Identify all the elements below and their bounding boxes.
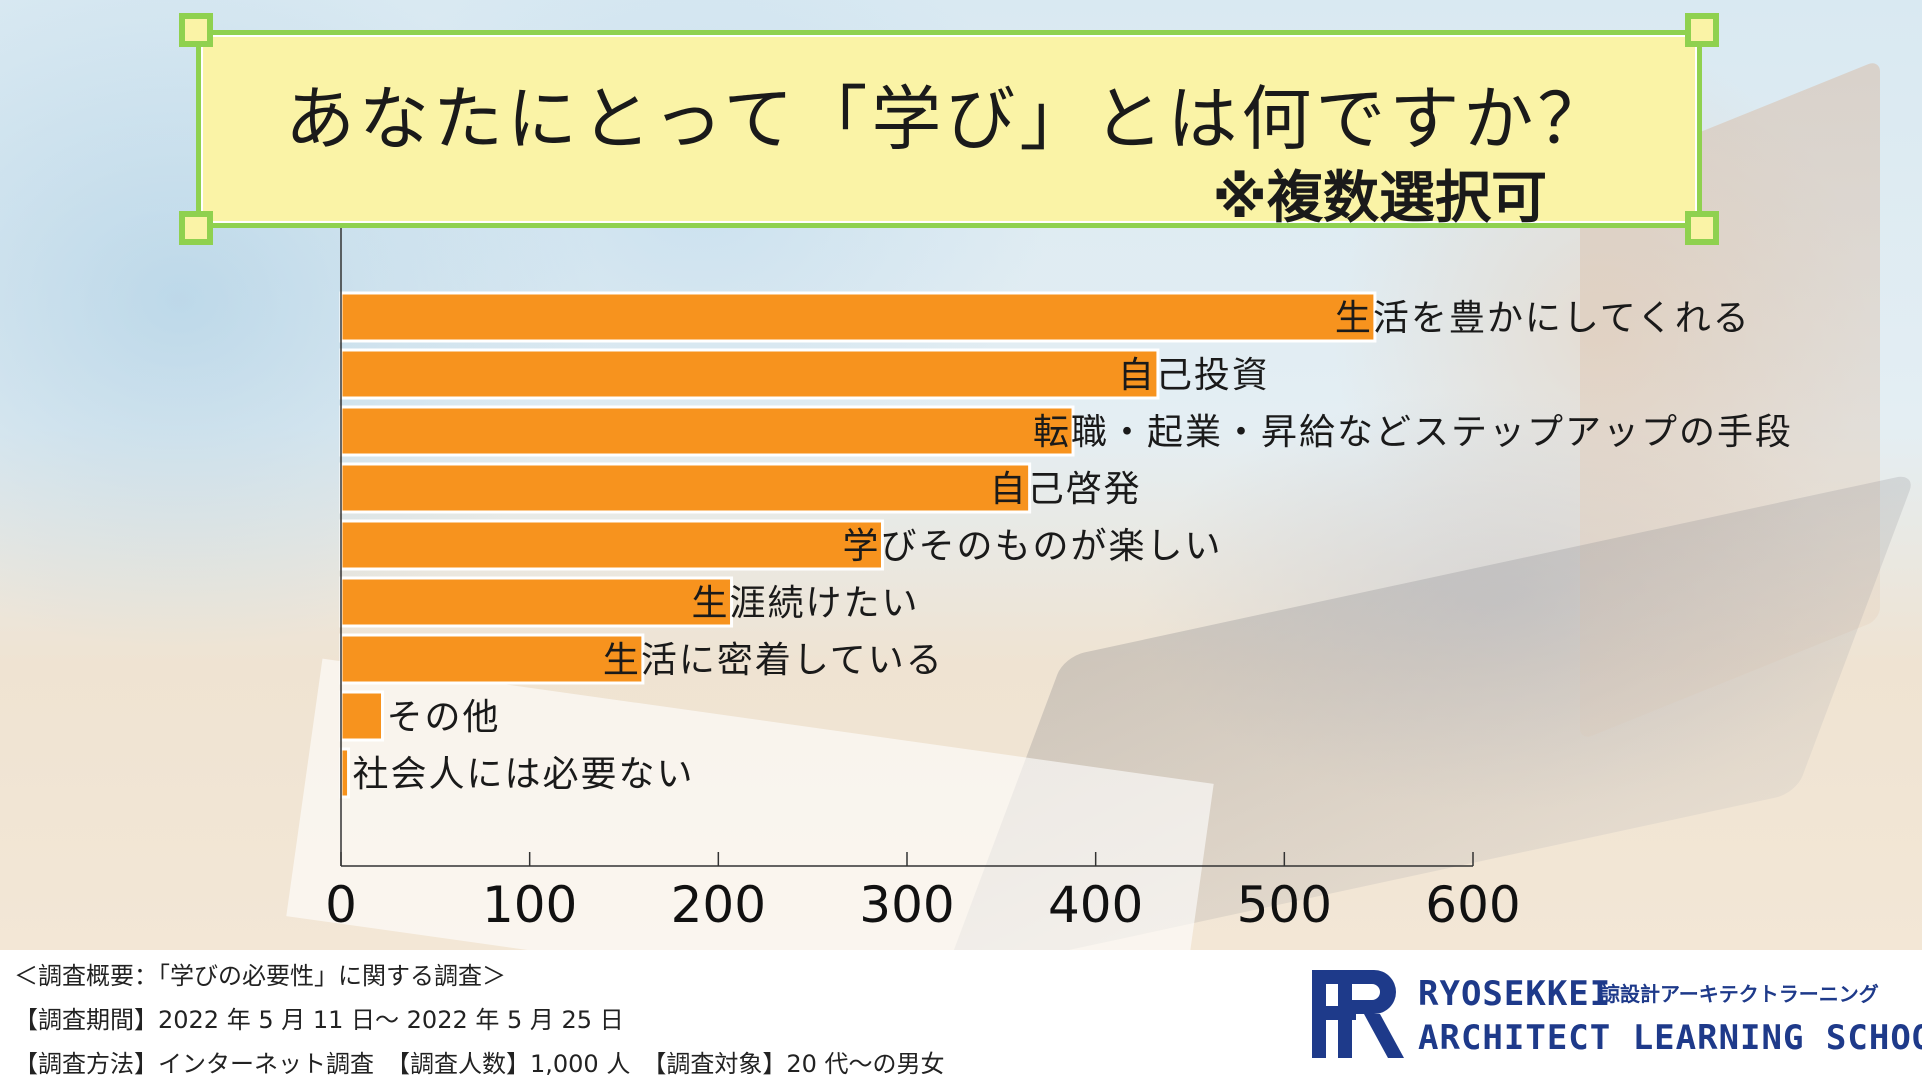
bar: [339, 462, 1032, 514]
bar-label: 生涯続けたい: [692, 583, 920, 624]
banner-corner: [1685, 211, 1719, 245]
bar-label: 学びそのものが楽しい: [842, 526, 1222, 567]
footer: ＜調査概要：「学びの必要性」に関する調査＞ 【調査期間】2022 年 5 月 1…: [0, 950, 1922, 1084]
bar: [339, 576, 734, 628]
survey-period: 【調査期間】2022 年 5 月 11 日～ 2022 年 5 月 25 日: [14, 1006, 624, 1034]
bar-label: 生活を豊かにしてくれる: [1335, 298, 1751, 339]
banner-corner: [179, 211, 213, 245]
logo-text-line1: RYOSEKKEI: [1418, 974, 1612, 1014]
bar-label: 自己投資: [1118, 355, 1270, 396]
banner-corner: [1685, 13, 1719, 47]
x-tick-label: 300: [859, 876, 954, 934]
x-tick-label: 100: [482, 876, 577, 934]
bar: [339, 348, 1160, 400]
logo-text-jp: 諒設計アーキテクトラーニング: [1600, 982, 1879, 1006]
chart-subtitle: ※複数選択可: [1212, 166, 1547, 231]
banner-corner: [179, 13, 213, 47]
rr-logo-icon: [1312, 970, 1404, 1058]
bar-label: 社会人には必要ない: [353, 754, 695, 795]
chart-title: あなたにとって「学び」とは何ですか？: [285, 78, 1612, 160]
ryosekkei-logo: RYOSEKKEI 諒設計アーキテクトラーニング ARCHITECT LEARN…: [1308, 964, 1922, 1064]
x-tick-label: 600: [1425, 876, 1520, 934]
bar-label: 生活に密着している: [603, 640, 944, 681]
bar: [339, 747, 351, 799]
x-tick-label: 400: [1048, 876, 1143, 934]
x-tick-label: 0: [325, 876, 357, 934]
logo-text-line2: ARCHITECT LEARNING SCHOOL: [1418, 1018, 1922, 1058]
x-tick-label: 200: [671, 876, 766, 934]
bars-layer: [339, 291, 1377, 799]
bar-label: 転職・起業・昇給などステップアップの手段: [1033, 412, 1793, 453]
title-banner: あなたにとって「学び」とは何ですか？ ※複数選択可: [179, 13, 1719, 245]
x-tick-label: 500: [1237, 876, 1332, 934]
bar: [339, 405, 1075, 457]
bar: [339, 291, 1377, 343]
bar-chart: 生活を豊かにしてくれる自己投資転職・起業・昇給などステップアップの手段自己啓発学…: [325, 228, 1793, 934]
survey-title: ＜調査概要：「学びの必要性」に関する調査＞: [14, 962, 506, 990]
labels-layer: 生活を豊かにしてくれる自己投資転職・起業・昇給などステップアップの手段自己啓発学…: [325, 298, 1793, 934]
bar: [339, 690, 385, 742]
axis-layer: [340, 228, 1474, 867]
bar: [339, 633, 645, 685]
bar: [339, 519, 884, 571]
bar-label: 自己啓発: [990, 469, 1142, 510]
bar-label: その他: [387, 697, 501, 738]
survey-method: 【調査方法】インターネット調査 【調査人数】1,000 人 【調査対象】20 代…: [14, 1050, 945, 1078]
